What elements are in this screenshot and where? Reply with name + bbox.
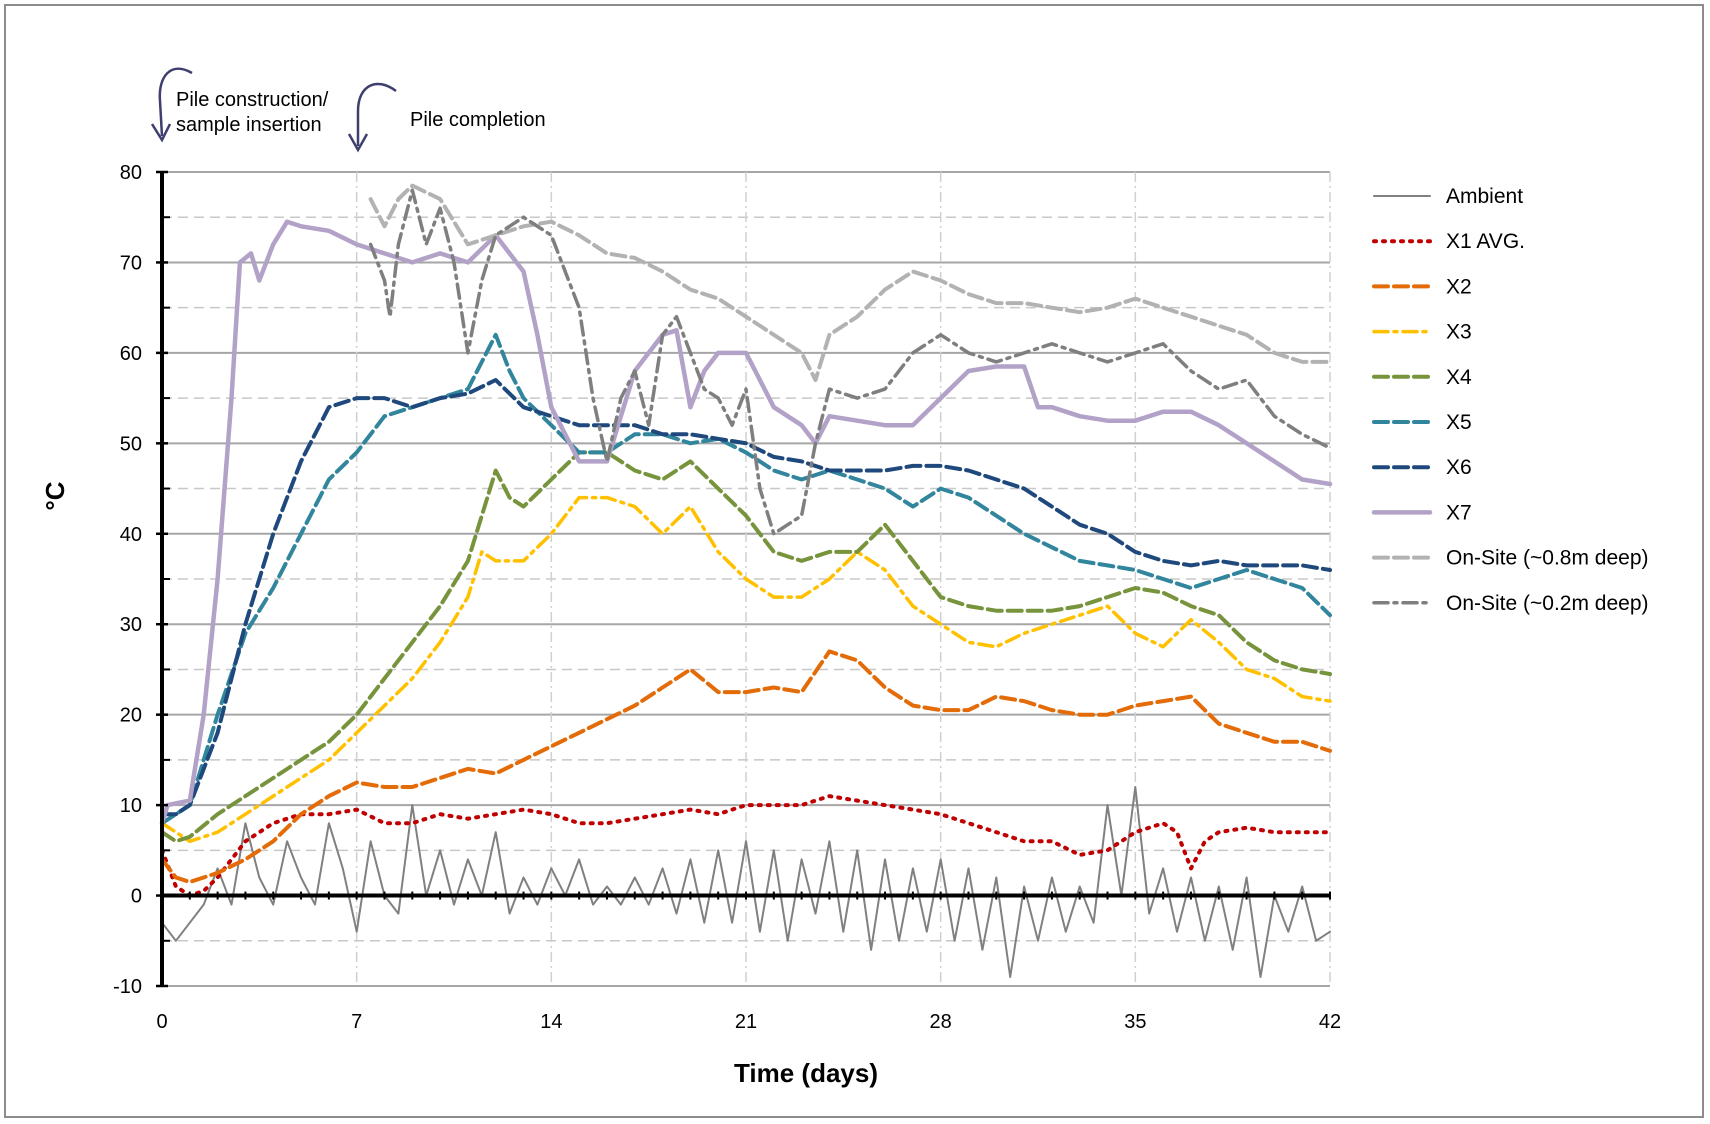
annotation-construction-line-1: Pile construction/ [176,89,329,111]
series-line-6 [160,332,1332,826]
x-tick-label: 35 [1124,1011,1146,1033]
y-tick-label: 30 [120,614,142,636]
annotation-arrow-completion [356,82,397,146]
y-tick-label: 80 [120,162,142,184]
series-line-8 [159,219,1333,826]
line-chart: -10 0 10 20 30 40 50 60 70 80 0 7 14 21 28 35 42 Pile co… [40,67,1649,1088]
annotation-construction-line-2: sample insertion [176,114,322,136]
x-tick-label: 28 [930,1011,952,1033]
series-line-3 [160,649,1332,884]
y-tick-label: 50 [120,433,142,455]
series-line-9 [368,183,1332,382]
x-tick-label: 42 [1319,1011,1341,1033]
legend-label-10: On-Site (~0.2m deep) [1446,592,1649,615]
y-tick-label: 10 [120,795,142,817]
legend-label-4: X3 [1446,321,1472,344]
legend-label-8: X7 [1446,501,1472,524]
legend-label-6: X5 [1446,411,1472,434]
y-tick-label: 20 [120,705,142,727]
legend-label-3: X2 [1446,275,1472,298]
series-line-1 [161,786,1331,978]
annotation-arrowhead-completion [347,133,369,153]
series-layer [159,183,1333,978]
y-tick-label: 40 [120,524,142,546]
legend: Ambient X1 AVG. X2 X3 X4 X5 X6 X7 On-Site (~0.8m… [1371,185,1649,615]
y-tick-label: -10 [113,976,142,998]
legend-label-1: Ambient [1446,185,1523,208]
y-tick-label: 60 [120,343,142,365]
series-line-10 [368,188,1332,536]
x-tick-label: 14 [540,1011,562,1033]
chart-frame: -10 0 10 20 30 40 50 60 70 80 0 7 14 21 28 35 42 Pile co… [4,4,1704,1118]
series-line-5 [160,450,1332,844]
x-axis-title: Time (days) [734,1058,878,1088]
x-tick-label: 7 [351,1011,362,1033]
annotation-arrowhead-construction [150,123,172,143]
y-axis-title: °C [40,481,70,510]
y-tick-label: 70 [120,252,142,274]
x-tick-label: 0 [156,1011,167,1033]
x-tick-label: 21 [735,1011,757,1033]
annotation-arrow-construction [158,67,193,137]
y-tick-label: 0 [131,886,142,908]
legend-label-5: X4 [1446,366,1472,389]
legend-label-7: X6 [1446,456,1472,479]
annotations: Pile construction/ sample insertion Pile… [150,67,546,153]
series-line-7 [160,378,1332,817]
series-line-4 [160,495,1332,844]
legend-label-2: X1 AVG. [1446,230,1525,253]
axes: -10 0 10 20 30 40 50 60 70 80 0 7 14 21 28 35 42 [113,162,1341,1033]
annotation-completion: Pile completion [410,109,546,131]
legend-label-9: On-Site (~0.8m deep) [1446,547,1649,570]
series-line-2 [160,794,1332,898]
